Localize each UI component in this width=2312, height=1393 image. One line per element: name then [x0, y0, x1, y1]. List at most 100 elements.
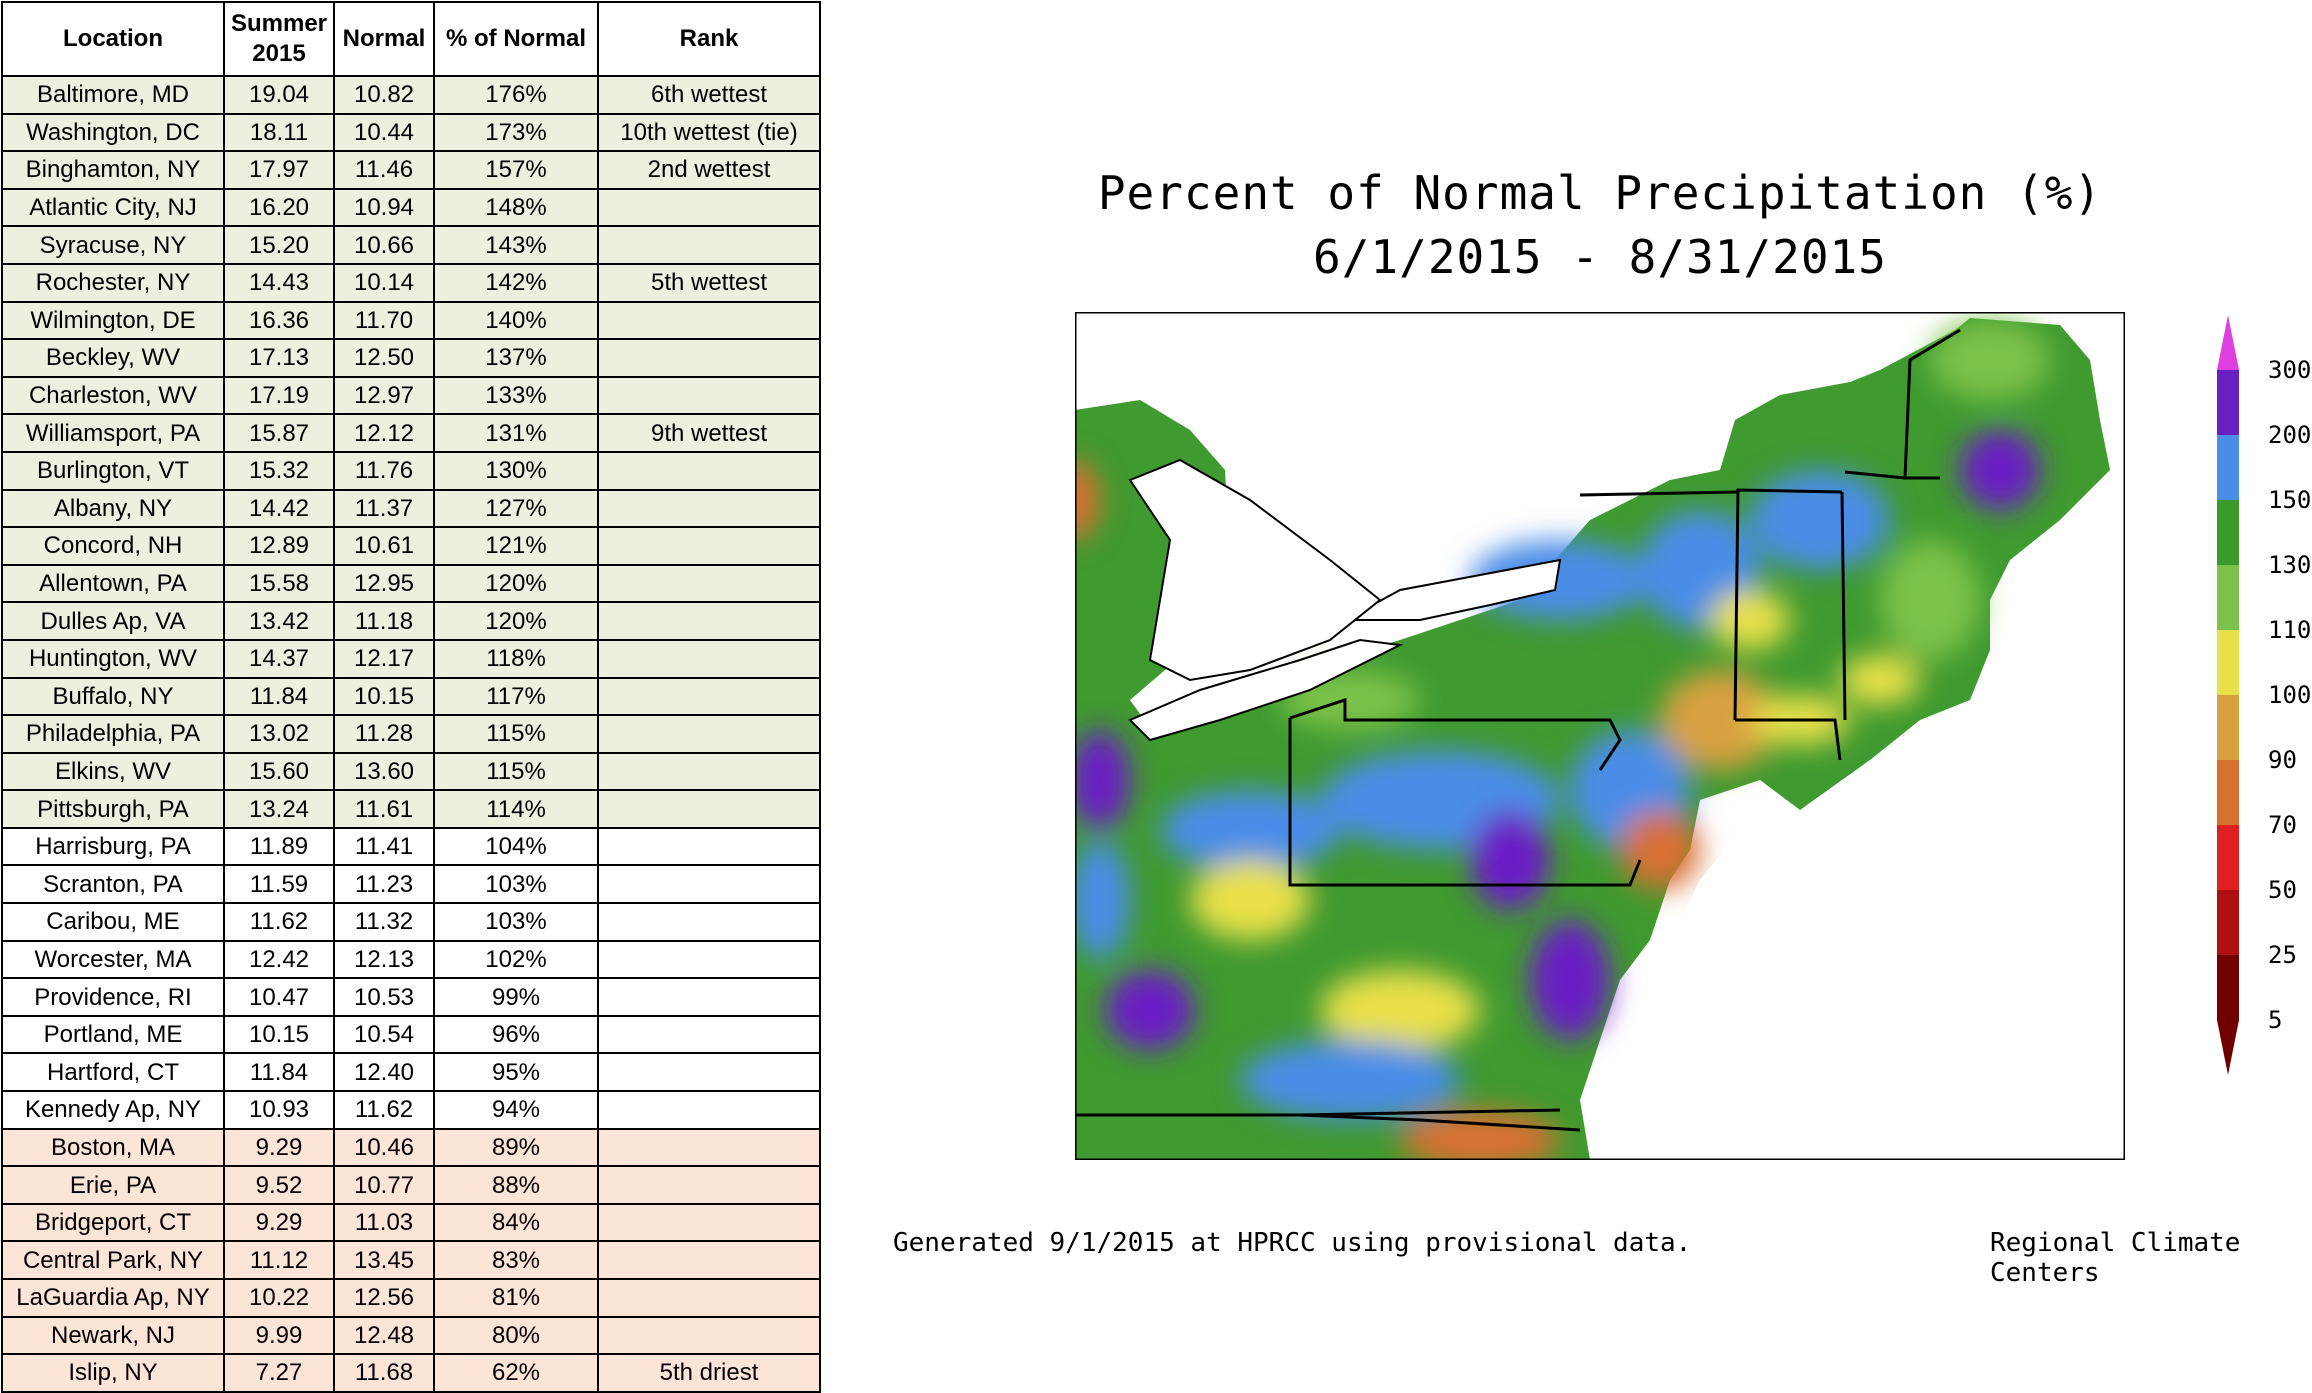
cell-percent: 157% [433, 150, 599, 190]
cell-location: Dulles Ap, VA [1, 601, 225, 641]
table-body: Baltimore, MD 19.04 10.82 176% 6th wettest Wa… [1, 75, 821, 1393]
header-percent: % of Normal [433, 1, 599, 77]
legend-label: 150 [2268, 486, 2312, 514]
cell-summer: 10.93 [223, 1090, 335, 1130]
cell-rank [597, 751, 821, 792]
cell-normal: 10.53 [333, 977, 435, 1017]
cell-normal: 12.97 [333, 375, 435, 416]
legend-label: 5 [2268, 1006, 2283, 1034]
cell-rank [597, 864, 821, 905]
table-row: Bridgeport, CT 9.29 11.03 84% [1, 1202, 821, 1243]
cell-rank [597, 601, 821, 641]
cell-location: Bridgeport, CT [1, 1202, 225, 1243]
table-row: Baltimore, MD 19.04 10.82 176% 6th wettest [1, 75, 821, 115]
legend-swatch [2217, 565, 2239, 630]
cell-normal: 10.15 [333, 676, 435, 717]
legend-label: 110 [2268, 616, 2312, 644]
cell-normal: 13.45 [333, 1240, 435, 1280]
table-row: Islip, NY 7.27 11.68 62% 5th driest [1, 1353, 821, 1393]
cell-normal: 10.66 [333, 225, 435, 265]
table-row: Huntington, WV 14.37 12.17 118% [1, 638, 821, 679]
cell-summer: 13.02 [223, 714, 335, 754]
cell-normal: 11.18 [333, 601, 435, 641]
cell-normal: 12.56 [333, 1278, 435, 1318]
cell-location: Harrisburg, PA [1, 826, 225, 867]
cell-location: Scranton, PA [1, 864, 225, 905]
cell-summer: 11.89 [223, 826, 335, 867]
cell-normal: 10.44 [333, 112, 435, 153]
cell-rank [597, 1014, 821, 1055]
table-row: Wilmington, DE 16.36 11.70 140% [1, 300, 821, 341]
header-rank: Rank [597, 1, 821, 77]
legend-label: 70 [2268, 811, 2297, 839]
cell-summer: 15.58 [223, 563, 335, 604]
cell-percent: 83% [433, 1240, 599, 1280]
cell-percent: 88% [433, 1165, 599, 1205]
table-row: Binghamton, NY 17.97 11.46 157% 2nd wettest [1, 150, 821, 190]
cell-normal: 10.61 [333, 526, 435, 566]
map-footer-right: Regional Climate Centers [1990, 1228, 2241, 1288]
table-row: Albany, NY 14.42 11.37 127% [1, 488, 821, 529]
cell-rank [597, 902, 821, 942]
cell-percent: 81% [433, 1278, 599, 1318]
cell-summer: 15.20 [223, 225, 335, 265]
cell-percent: 102% [433, 939, 599, 980]
header-summer-line1: Summer [230, 10, 328, 37]
table-row: Dulles Ap, VA 13.42 11.18 120% [1, 601, 821, 641]
cell-summer: 10.22 [223, 1278, 335, 1318]
cell-rank [597, 826, 821, 867]
cell-normal: 13.60 [333, 751, 435, 792]
cell-percent: 84% [433, 1202, 599, 1243]
cell-percent: 121% [433, 526, 599, 566]
cell-normal: 12.50 [333, 338, 435, 378]
table-row: Worcester, MA 12.42 12.13 102% [1, 939, 821, 980]
cell-normal: 11.61 [333, 789, 435, 829]
cell-location: Elkins, WV [1, 751, 225, 792]
cell-summer: 11.84 [223, 676, 335, 717]
map-title-line1: Percent of Normal Precipitation (%) [1097, 166, 2103, 220]
cell-normal: 11.03 [333, 1202, 435, 1243]
cell-summer: 14.43 [223, 262, 335, 303]
cell-normal: 10.14 [333, 262, 435, 303]
cell-percent: 130% [433, 450, 599, 491]
cell-normal: 11.62 [333, 1090, 435, 1130]
legend-swatch [2217, 370, 2239, 435]
table-row: Providence, RI 10.47 10.53 99% [1, 977, 821, 1017]
cell-percent: 96% [433, 1014, 599, 1055]
cell-normal: 11.46 [333, 150, 435, 190]
table-row: Newark, NJ 9.99 12.48 80% [1, 1315, 821, 1356]
cell-location: Allentown, PA [1, 563, 225, 604]
legend-label: 25 [2268, 941, 2297, 969]
cell-normal: 12.40 [333, 1052, 435, 1093]
cell-percent: 62% [433, 1353, 599, 1393]
table-row: Philadelphia, PA 13.02 11.28 115% [1, 714, 821, 754]
legend-label: 100 [2268, 681, 2312, 709]
table-row: Charleston, WV 17.19 12.97 133% [1, 375, 821, 416]
table-row: Syracuse, NY 15.20 10.66 143% [1, 225, 821, 265]
cell-percent: 104% [433, 826, 599, 867]
cell-normal: 11.76 [333, 450, 435, 491]
table-row: Central Park, NY 11.12 13.45 83% [1, 1240, 821, 1280]
cell-percent: 80% [433, 1315, 599, 1356]
cell-location: Philadelphia, PA [1, 714, 225, 754]
cell-normal: 10.77 [333, 1165, 435, 1205]
cell-normal: 11.28 [333, 714, 435, 754]
table-row: Allentown, PA 15.58 12.95 120% [1, 563, 821, 604]
cell-rank [597, 187, 821, 228]
lake-ontario [1344, 558, 1562, 621]
legend-swatch [2217, 890, 2239, 955]
map-title-line2: 6/1/2015 - 8/31/2015 [1313, 230, 1887, 284]
cell-rank [597, 1052, 821, 1093]
cell-location: Albany, NY [1, 488, 225, 529]
cell-location: Baltimore, MD [1, 75, 225, 115]
cell-rank: 5th wettest [597, 262, 821, 303]
cell-normal: 12.48 [333, 1315, 435, 1356]
cell-summer: 10.47 [223, 977, 335, 1017]
table-row: Burlington, VT 15.32 11.76 130% [1, 450, 821, 491]
cell-rank [597, 1090, 821, 1130]
cell-normal: 11.32 [333, 902, 435, 942]
legend-label: 130 [2268, 551, 2312, 579]
cell-summer: 10.15 [223, 1014, 335, 1055]
cell-rank [597, 638, 821, 679]
